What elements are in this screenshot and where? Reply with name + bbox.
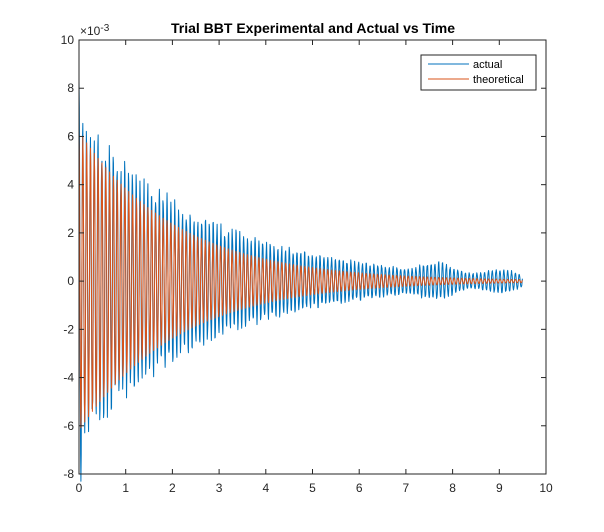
- series-line-theoretical: [78, 131, 523, 429]
- y-exponent-label: ×10-3: [80, 23, 110, 38]
- y-tick-label: 8: [67, 81, 74, 95]
- x-tick-label: 3: [216, 481, 223, 495]
- legend-label-actual: actual: [473, 59, 502, 71]
- x-tick-label: 1: [122, 481, 129, 495]
- y-tick-label: -4: [63, 371, 74, 385]
- series-layer: [78, 80, 523, 482]
- y-tick-label: 0: [67, 274, 74, 288]
- plot-area: [78, 39, 547, 482]
- y-tick-label: 2: [67, 226, 74, 240]
- ticks-layer: [78, 39, 547, 475]
- legend: actual theoretical: [420, 54, 537, 91]
- legend-label-theoretical: theoretical: [473, 74, 524, 86]
- x-tick-label: 5: [309, 481, 316, 495]
- x-tick-labels: 0 1 2 3 4 5 6 7 8 9 10: [76, 481, 553, 495]
- y-tick-label: -8: [63, 467, 74, 481]
- y-tick-label: 10: [61, 33, 75, 47]
- x-tick-label: 2: [169, 481, 176, 495]
- x-tick-label: 8: [449, 481, 456, 495]
- legend-box: [420, 54, 537, 91]
- y-tick-label: -2: [63, 322, 74, 336]
- y-exponent-power: -3: [100, 23, 109, 34]
- x-tick-label: 10: [539, 481, 553, 495]
- x-tick-label: 7: [403, 481, 410, 495]
- y-tick-label: -6: [63, 419, 74, 433]
- chart-title: Trial BBT Experimental and Actual vs Tim…: [171, 20, 455, 36]
- x-tick-label: 6: [356, 481, 363, 495]
- y-tick-label: 4: [67, 178, 74, 192]
- x-tick-label: 0: [76, 481, 83, 495]
- y-tick-labels: -8 -6 -4 -2 0 2 4 6 8 10: [61, 33, 75, 481]
- y-tick-label: 6: [67, 129, 74, 143]
- x-tick-label: 9: [496, 481, 503, 495]
- x-tick-label: 4: [262, 481, 269, 495]
- y-exponent-base: ×10: [80, 24, 101, 38]
